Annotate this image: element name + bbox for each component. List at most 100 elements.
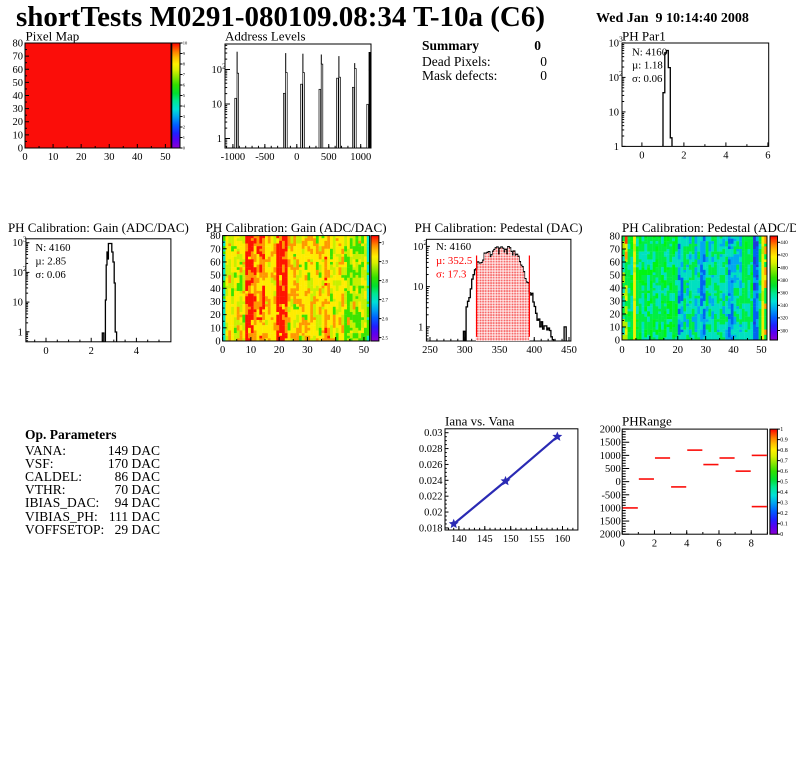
svg-text:30: 30 [302, 345, 313, 356]
svg-text:80: 80 [610, 232, 621, 243]
svg-text:0.028: 0.028 [419, 444, 443, 455]
svg-text:20: 20 [210, 310, 221, 321]
svg-text:0: 0 [615, 477, 620, 488]
svg-text:N: 4160: N: 4160 [632, 47, 667, 59]
svg-text:-1000: -1000 [221, 152, 246, 163]
svg-text:10: 10 [212, 100, 223, 111]
svg-text:2: 2 [619, 69, 623, 78]
svg-text:4: 4 [723, 151, 729, 162]
svg-text:µ: 352.5: µ: 352.5 [436, 255, 472, 267]
svg-text:0: 0 [615, 336, 620, 347]
svg-text:30: 30 [13, 104, 24, 115]
svg-text:2.6: 2.6 [382, 317, 389, 322]
svg-text:1: 1 [418, 322, 423, 333]
svg-text:80: 80 [13, 39, 24, 50]
svg-text:380: 380 [780, 279, 788, 284]
svg-text:20: 20 [673, 345, 684, 356]
svg-text:PH Calibration: Gain (ADC/DAC): PH Calibration: Gain (ADC/DAC) [8, 220, 189, 235]
svg-text:0: 0 [18, 144, 23, 155]
svg-text:50: 50 [160, 152, 171, 163]
svg-text:1000: 1000 [350, 152, 371, 163]
svg-text:10: 10 [212, 65, 223, 76]
svg-text:2: 2 [423, 238, 427, 247]
svg-text:8: 8 [183, 62, 186, 67]
svg-text:60: 60 [13, 65, 24, 76]
svg-text:150: 150 [503, 534, 519, 545]
svg-text:0: 0 [220, 345, 225, 356]
svg-text:10: 10 [13, 130, 24, 141]
svg-text:2.9: 2.9 [382, 260, 389, 265]
svg-text:0.022: 0.022 [419, 492, 443, 503]
svg-text:10: 10 [246, 345, 257, 356]
svg-text:6: 6 [765, 151, 770, 162]
svg-text:0.026: 0.026 [419, 460, 443, 471]
svg-text:400: 400 [780, 266, 788, 271]
svg-text:40: 40 [132, 152, 143, 163]
svg-text:30: 30 [210, 297, 221, 308]
svg-text:0: 0 [780, 532, 783, 538]
svg-text:0.6: 0.6 [780, 469, 788, 475]
svg-text:4: 4 [183, 104, 186, 109]
svg-text:2000: 2000 [600, 425, 621, 436]
svg-text:1500: 1500 [600, 438, 621, 449]
svg-text:350: 350 [492, 345, 508, 356]
svg-text:0.1: 0.1 [780, 522, 788, 528]
svg-text:155: 155 [529, 534, 545, 545]
svg-text:6: 6 [716, 539, 721, 550]
svg-text:µ: 2.85: µ: 2.85 [35, 256, 66, 268]
svg-text:2: 2 [222, 61, 226, 70]
svg-text:10: 10 [609, 107, 620, 118]
svg-text:3: 3 [23, 235, 27, 244]
svg-text:6: 6 [183, 83, 186, 88]
svg-text:8: 8 [749, 539, 754, 550]
svg-text:40: 40 [610, 284, 621, 295]
svg-text:160: 160 [555, 534, 571, 545]
svg-text:10: 10 [645, 345, 656, 356]
svg-text:50: 50 [610, 271, 621, 282]
svg-text:50: 50 [359, 345, 370, 356]
svg-text:10: 10 [12, 298, 23, 309]
svg-text:N: 4160: N: 4160 [35, 242, 70, 254]
svg-text:PH Calibration: Pedestal (DAC): PH Calibration: Pedestal (DAC) [415, 220, 583, 235]
svg-text:N: 4160: N: 4160 [436, 241, 471, 253]
svg-text:10: 10 [12, 238, 23, 249]
svg-text:10: 10 [609, 38, 620, 49]
svg-text:σ: 0.06: σ: 0.06 [632, 73, 663, 85]
svg-text:2: 2 [681, 151, 686, 162]
svg-text:10: 10 [12, 268, 23, 279]
svg-text:1000: 1000 [600, 503, 621, 514]
svg-text:30: 30 [610, 297, 621, 308]
svg-text:0.8: 0.8 [780, 448, 788, 454]
svg-text:3: 3 [619, 35, 623, 44]
svg-text:Pixel Map: Pixel Map [26, 29, 80, 44]
svg-text:10: 10 [183, 41, 188, 46]
svg-text:40: 40 [210, 284, 221, 295]
svg-text:PHRange: PHRange [622, 414, 672, 429]
svg-text:1: 1 [614, 142, 619, 153]
svg-text:σ: 17.3: σ: 17.3 [436, 269, 466, 281]
svg-text:20: 20 [76, 152, 87, 163]
svg-text:2000: 2000 [600, 530, 621, 541]
svg-text:0.5: 0.5 [780, 480, 788, 486]
svg-text:2.7: 2.7 [382, 298, 389, 303]
svg-text:0.024: 0.024 [419, 476, 443, 487]
svg-text:0: 0 [639, 151, 644, 162]
svg-text:4: 4 [134, 346, 140, 357]
svg-text:30: 30 [104, 152, 115, 163]
svg-text:0: 0 [620, 539, 625, 550]
svg-text:5: 5 [183, 93, 186, 98]
svg-text:70: 70 [210, 244, 221, 255]
svg-text:PH Calibration: Pedestal (ADC/: PH Calibration: Pedestal (ADC/DAC) [622, 220, 796, 235]
svg-text:20: 20 [13, 117, 24, 128]
svg-text:10: 10 [48, 152, 59, 163]
svg-text:50: 50 [210, 271, 221, 282]
svg-text:1: 1 [18, 327, 23, 338]
svg-text:40: 40 [13, 91, 24, 102]
svg-text:0.03: 0.03 [424, 428, 442, 439]
svg-text:40: 40 [728, 345, 739, 356]
svg-text:9: 9 [183, 51, 186, 56]
svg-text:250: 250 [422, 345, 438, 356]
svg-text:20: 20 [274, 345, 285, 356]
svg-text:PH Calibration: Gain (ADC/DAC): PH Calibration: Gain (ADC/DAC) [206, 220, 387, 235]
svg-text:1: 1 [183, 135, 185, 140]
